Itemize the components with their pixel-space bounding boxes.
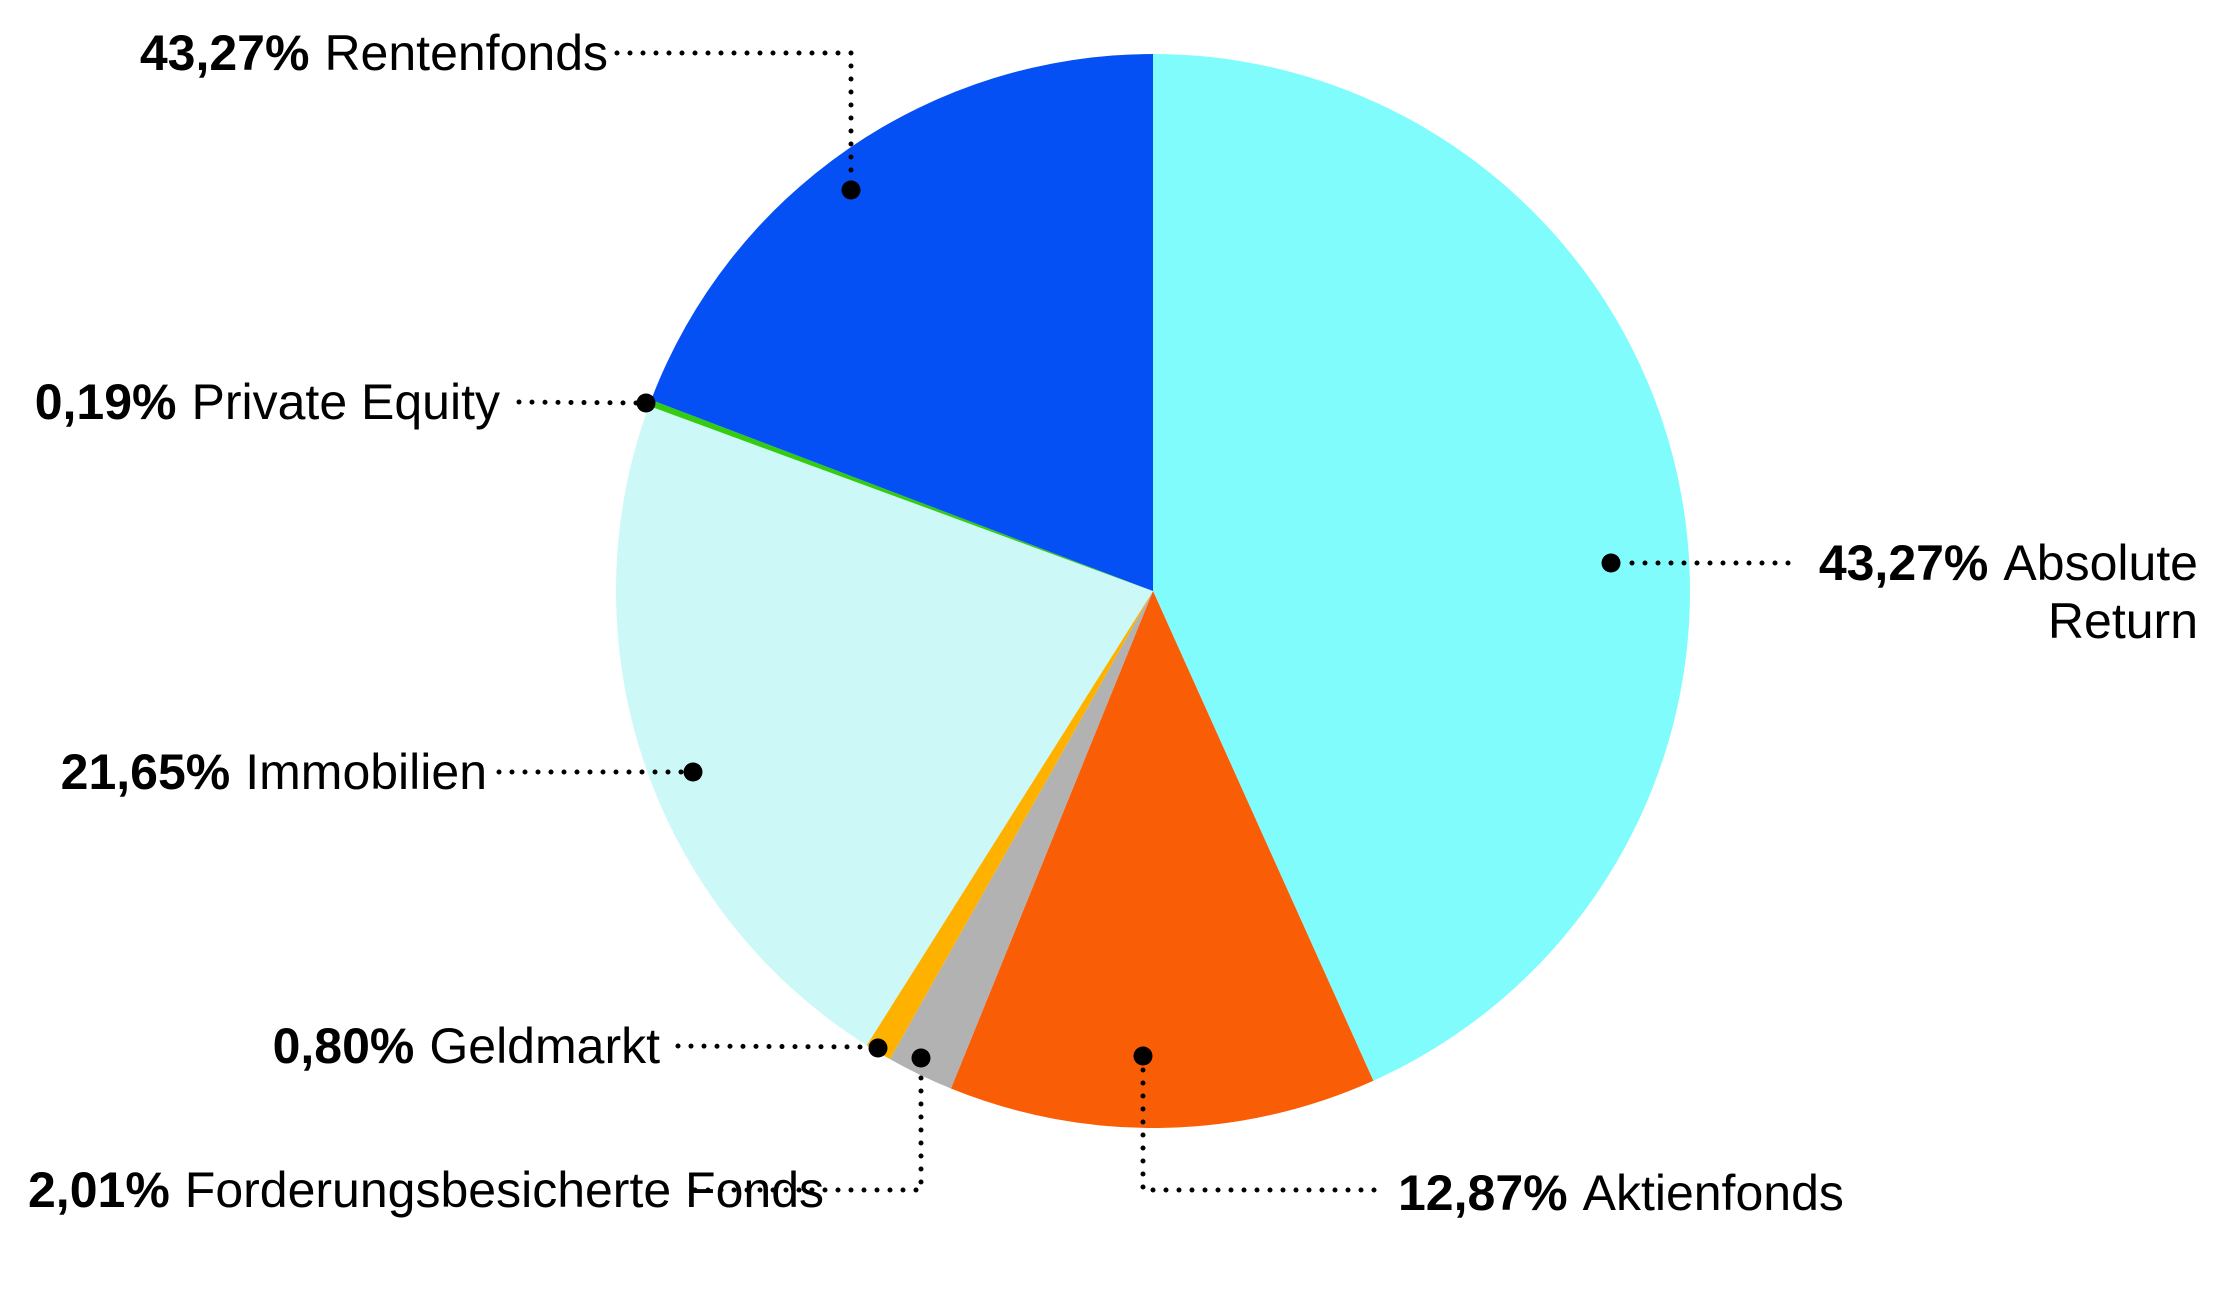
label-immobilien-name: Immobilien [245,744,487,800]
pie-slice-private-equity[interactable] [648,399,1153,591]
leader-line-private-equity [516,399,639,406]
leader-dot-immobilien [683,762,703,782]
leader-dot-geldmarkt [868,1038,888,1058]
pie-slice-aktienfonds[interactable] [950,591,1374,1128]
label-absolute-return-name: Absolute Return [2003,535,2198,649]
label-absolute-return: 43,27% Absolute Return [1800,534,2198,650]
pie-slice-absolute-return[interactable] [1153,54,1690,1081]
label-aktienfonds-percent: 12,87% [1398,1165,1568,1221]
leader-line-geldmarkt [675,1043,869,1050]
leader-dot-aktienfonds [1133,1046,1153,1066]
label-geldmarkt-name: Geldmarkt [429,1018,660,1074]
label-forderungsbesicherte-fonds-name: Forderungsbesicherte Fonds [184,1162,825,1218]
pie-slice-geldmarkt[interactable] [866,591,1153,1060]
label-private-equity-name: Private Equity [191,374,500,430]
label-rentenfonds-percent: 43,27% [139,25,310,81]
pie-slice-forderungsbesicherte-fonds[interactable] [889,591,1153,1089]
label-geldmarkt-percent: 0,80% [272,1018,415,1074]
label-private-equity: 0,19% Private Equity [0,373,500,431]
leader-dot-private-equity [636,393,656,413]
label-forderungsbesicherte-fonds-percent: 2,01% [28,1162,170,1218]
leader-line-aktienfonds [1140,1067,1385,1193]
label-private-equity-percent: 0,19% [34,374,177,430]
label-aktienfonds: 12,87% Aktienfonds [1398,1164,1998,1222]
label-aktienfonds-name: Aktienfonds [1582,1165,1844,1221]
leader-dot-forderungsbesicherte-fonds [911,1048,931,1068]
leader-dot-absolute-return [1601,553,1621,573]
label-absolute-return-percent: 43,27% [1818,535,1989,591]
label-immobilien: 21,65% Immobilien [0,743,487,801]
pie-slice-rentenfonds[interactable] [651,53,1153,591]
label-rentenfonds: 43,27% Rentenfonds [0,24,608,82]
label-forderungsbesicherte-fonds: 2,01% Forderungsbesicherte Fonds [28,1161,870,1219]
leader-dot-rentenfonds [841,180,861,200]
label-rentenfonds-name: Rentenfonds [324,25,608,81]
pie-slice-immobilien[interactable] [616,405,1153,1046]
leader-line-rentenfonds [614,50,854,179]
label-geldmarkt: 0,80% Geldmarkt [0,1017,660,1075]
label-immobilien-percent: 21,65% [60,744,231,800]
